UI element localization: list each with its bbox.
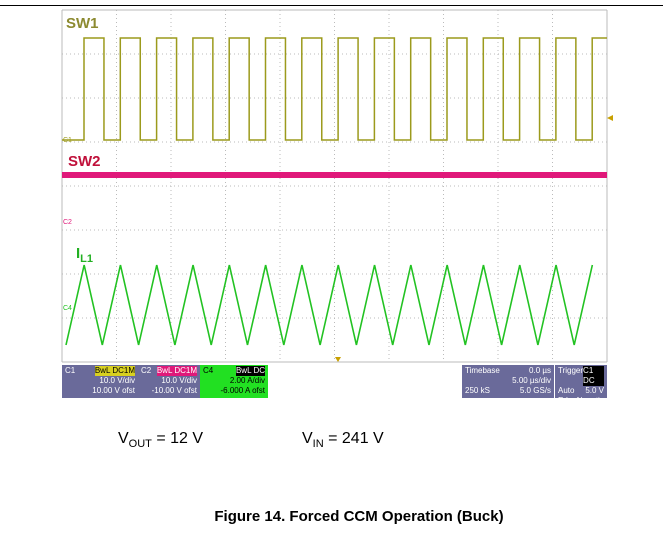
top-rule	[0, 5, 663, 6]
c1-marker: C1	[63, 137, 72, 144]
ch-name: C2	[141, 366, 152, 375]
vin-main: V	[302, 430, 313, 447]
ch-name: C4	[203, 366, 214, 375]
vout-main: V	[118, 430, 129, 447]
tr-source: C1 DC	[583, 366, 604, 386]
ch-coupling: BwL DC	[235, 366, 265, 376]
sw1-label: SW1	[66, 15, 99, 32]
sw2-wave	[62, 172, 607, 178]
tr-type: Edge	[558, 396, 577, 405]
vin-sub: IN	[312, 438, 324, 451]
il1-label: IL1	[76, 245, 93, 265]
ch-offset: 10.00 V ofst	[92, 386, 135, 395]
ch-offset: -10.00 V ofst	[151, 386, 197, 395]
tr-title: Trigger	[558, 366, 584, 375]
c1-box: C1 BwL DC1M 10.0 V/div 10.00 V ofst	[62, 365, 138, 398]
vin-rest: = 241 V	[323, 430, 384, 447]
c4-box: C4 BwL DC 2.00 A/div -6.000 A ofst	[200, 365, 268, 398]
il1-wave	[65, 264, 594, 346]
grid	[61, 9, 608, 363]
ch-scale: 2.00 A/div	[229, 376, 265, 385]
trigger-box: Trigger C1 DC Auto 5.0 V Edge Negative	[555, 365, 608, 405]
il1-sub: L1	[80, 253, 93, 265]
timebase-box: Timebase 0.0 µs 5.00 µs/div 250 kS 5.0 GS/s	[462, 365, 554, 398]
tb-samples: 250 kS	[465, 386, 490, 395]
c4-marker: C4	[63, 305, 72, 312]
tr-slope: Negative	[576, 396, 609, 405]
ch-name: C1	[65, 366, 76, 375]
trigger-arrow	[607, 115, 613, 121]
c2-box: C2 BwL DC1M 10.0 V/div -10.00 V ofst	[138, 365, 200, 398]
ch-scale: 10.0 V/div	[161, 376, 197, 385]
tb-scale: 5.00 µs/div	[512, 376, 551, 385]
time-arrow	[335, 357, 341, 362]
sw1-wave	[62, 37, 607, 141]
ch-offset: -6.000 A ofst	[220, 386, 265, 395]
c2-marker: C2	[63, 219, 72, 226]
il1-main: I	[76, 245, 80, 262]
ch-coupling: BwL DC1M	[94, 366, 135, 376]
ch-scale: 10.0 V/div	[99, 376, 135, 385]
sw2-label: SW2	[68, 153, 101, 170]
tr-mode: Auto	[558, 386, 575, 395]
vout-rest: = 12 V	[151, 430, 204, 447]
vin: VIN = 241 V	[302, 430, 384, 450]
tb-delay: 0.0 µs	[529, 366, 551, 375]
vout: VOUT = 12 V	[118, 430, 203, 450]
tb-rate: 5.0 GS/s	[519, 386, 551, 395]
caption: Figure 14. Forced CCM Operation (Buck)	[214, 508, 504, 525]
tb-title: Timebase	[465, 366, 500, 375]
ch-coupling: BwL DC1M	[156, 366, 197, 376]
scope-screen: SW1 SW2 IL1 C1 C2 C4	[61, 9, 613, 363]
vout-sub: OUT	[128, 438, 152, 451]
tr-level: 5.0 V	[585, 386, 604, 395]
